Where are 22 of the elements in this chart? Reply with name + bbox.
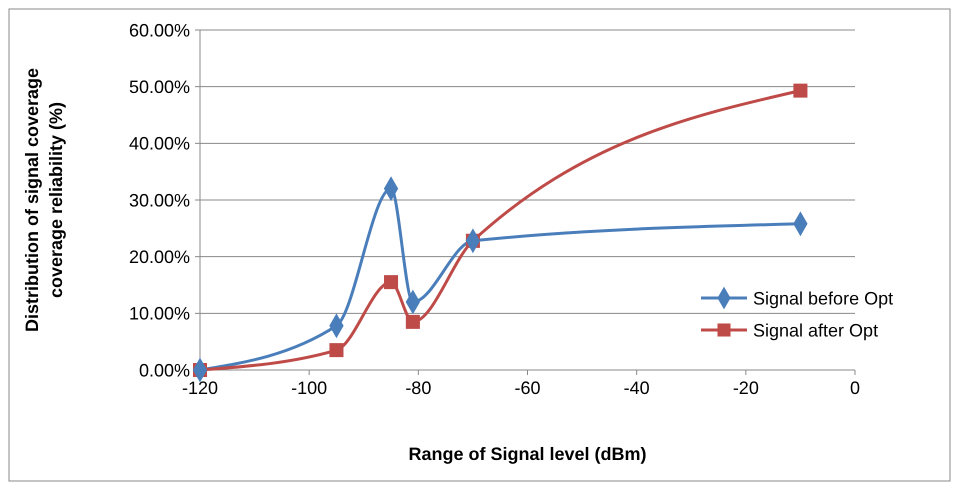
y-tick-label: 30.00%	[128, 190, 190, 210]
point	[329, 343, 344, 358]
point	[384, 275, 398, 290]
legend-label: Signal after Opt	[753, 320, 878, 340]
x-tick-label: -120	[182, 378, 218, 398]
y-tick-label: 20.00%	[128, 246, 190, 267]
x-tick-label: 0	[850, 378, 860, 398]
y-tick-label: 50.00%	[128, 76, 190, 97]
y-tick-label: 0.00%	[138, 360, 190, 380]
y-tick-label: 10.00%	[128, 304, 190, 324]
y-tick-label: 40.00%	[128, 134, 190, 154]
x-tick-label: -100	[291, 378, 328, 398]
x-tick-label: -80	[405, 378, 432, 398]
y-tick-label: 60.00%	[128, 20, 190, 40]
x-tick-label: -20	[732, 378, 759, 398]
point	[793, 84, 808, 98]
x-tick-label: -40	[624, 378, 650, 398]
y-axis-title: Distribution of signal coverage coverage reliability (%)	[22, 68, 66, 332]
legend-label: Signal before Opt	[753, 288, 894, 308]
x-axis-title: Range of Signal level (dBm)	[408, 444, 647, 464]
x-tick-label: -60	[514, 378, 541, 398]
point	[406, 314, 420, 329]
